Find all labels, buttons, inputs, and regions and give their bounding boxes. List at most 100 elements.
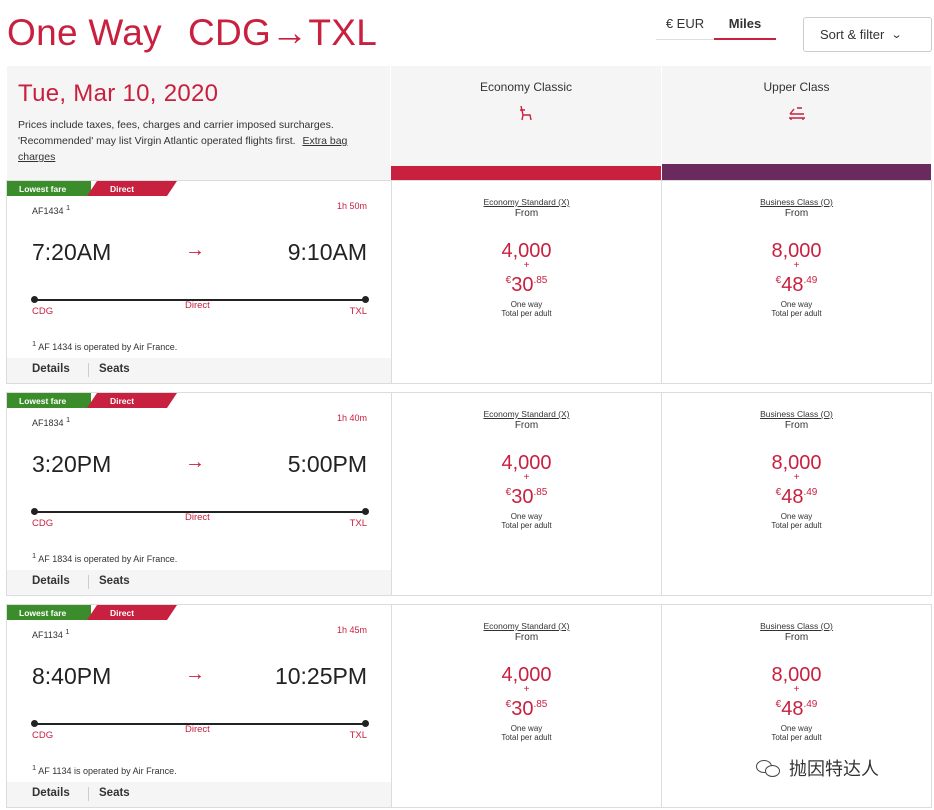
operated-by-text: AF 1434 is operated by Air France. (38, 342, 178, 352)
origin-airport: CDG (32, 730, 54, 741)
flight-duration: 1h 50m (336, 201, 367, 211)
fare-name[interactable]: Business Class (O) (760, 409, 833, 419)
flight-number: AF1834 1 (32, 415, 71, 428)
flight-number-text: AF1134 (32, 630, 63, 640)
extra-bag-charges-link[interactable]: Extra bag charges (18, 135, 348, 163)
flatbed-icon (662, 104, 931, 127)
fare-from-label: From (514, 420, 539, 431)
fare-cell-upper[interactable]: Business Class (O) From 8,000 + €48.49 O… (661, 181, 931, 383)
route-line (31, 296, 369, 303)
lowest-fare-badge: Lowest fare (7, 393, 91, 408)
fare-note: One way Total per adult (392, 300, 661, 318)
cabin-name: Upper Class (763, 80, 830, 94)
currency-eur-option[interactable]: € EUR (665, 16, 705, 31)
currency-symbol: € (505, 487, 512, 498)
price-note-text: Prices include taxes, fees, charges and … (18, 119, 334, 147)
arrival-time: 10:25PM (274, 663, 367, 689)
fare-miles: 8,000 (771, 452, 822, 474)
fare-cell-economy[interactable]: Economy Standard (X) From 4,000 + €30.85… (391, 605, 661, 807)
fare-cell-economy[interactable]: Economy Standard (X) From 4,000 + €30.85… (391, 181, 661, 383)
fare-note-line1: One way (780, 724, 813, 733)
stops-label: Direct (185, 724, 210, 735)
lowest-fare-badge: Lowest fare (7, 181, 91, 196)
fare-cash-cents: .49 (803, 487, 818, 498)
seats-link[interactable]: Seats (99, 787, 130, 799)
fare-name[interactable]: Business Class (O) (760, 621, 833, 631)
page-title: One Way CDG→TXL (7, 12, 377, 54)
seats-link[interactable]: Seats (99, 363, 130, 375)
top-bar: One Way CDG→TXL € EUR Miles Sort & filter… (0, 0, 934, 66)
fare-cell-upper[interactable]: Business Class (O) From 8,000 + €48.49 O… (661, 605, 931, 807)
fare-cash: €48.49 (662, 694, 931, 720)
details-link[interactable]: Details (32, 363, 70, 375)
origin-dot (31, 296, 38, 303)
fare-note-line1: One way (510, 512, 543, 521)
destination-dot (362, 296, 369, 303)
route-line (31, 508, 369, 515)
fare-note: One way Total per adult (662, 300, 931, 318)
plus-sign: + (523, 472, 530, 483)
fare-name[interactable]: Business Class (O) (760, 197, 833, 207)
plus-sign: + (793, 684, 800, 695)
fare-name[interactable]: Economy Standard (X) (483, 621, 570, 631)
operated-by-text: AF 1834 is operated by Air France. (38, 554, 178, 564)
fare-miles: 4,000 (501, 240, 552, 262)
arrow-right-icon: → (185, 663, 205, 685)
fare-note: One way Total per adult (392, 724, 661, 742)
divider (88, 787, 89, 801)
fare-from-label: From (784, 420, 809, 431)
fare-note-line1: One way (780, 300, 813, 309)
fare-note-line2: Total per adult (501, 733, 552, 742)
fare-note-line2: Total per adult (771, 309, 822, 318)
seats-link[interactable]: Seats (99, 575, 130, 587)
details-link[interactable]: Details (32, 575, 70, 587)
arrival-time: 9:10AM (287, 239, 367, 265)
fare-cash-cents: .85 (533, 275, 548, 286)
departure-time: 7:20AM (32, 239, 112, 265)
fare-miles: 8,000 (771, 240, 822, 262)
flight-summary: Lowest fare Direct AF1434 1 1h 50m 7:20A… (7, 181, 391, 383)
fare-note: One way Total per adult (662, 512, 931, 530)
direct-badge: Direct (87, 393, 177, 408)
plus-sign: + (793, 472, 800, 483)
operated-by-note: 1 AF 1134 is operated by Air France. (32, 763, 177, 776)
watermark: 抛因特达人 (756, 755, 879, 781)
flight-summary: Lowest fare Direct AF1134 1 1h 45m 8:40P… (7, 605, 391, 807)
currency-symbol: € (775, 487, 782, 498)
price-note: Prices include taxes, fees, charges and … (18, 117, 368, 165)
destination-dot (362, 508, 369, 515)
sort-filter-button[interactable]: Sort & filter ⌄ (803, 17, 932, 52)
departure-time: 3:20PM (32, 451, 112, 477)
fare-from-label: From (514, 632, 539, 643)
fare-cash: €48.49 (662, 482, 931, 508)
fare-name[interactable]: Economy Standard (X) (483, 409, 570, 419)
flight-duration: 1h 40m (336, 413, 367, 423)
fare-cell-economy[interactable]: Economy Standard (X) From 4,000 + €30.85… (391, 393, 661, 595)
lowest-fare-badge: Lowest fare (7, 605, 91, 620)
plus-sign: + (793, 260, 800, 271)
destination-dot (362, 720, 369, 727)
fare-miles: 4,000 (501, 452, 552, 474)
fare-note-line1: One way (780, 512, 813, 521)
chevron-down-icon: ⌄ (890, 29, 903, 41)
currency-miles-option[interactable]: Miles (714, 16, 776, 40)
seat-icon (391, 104, 661, 127)
flight-row: Lowest fare Direct AF1834 1 1h 40m 3:20P… (6, 392, 932, 596)
operated-by-text: AF 1134 is operated by Air France. (38, 766, 177, 776)
watermark-text: 抛因特达人 (789, 759, 879, 779)
divider (88, 575, 89, 589)
fare-note-line2: Total per adult (501, 521, 552, 530)
fare-note: One way Total per adult (392, 512, 661, 530)
fare-cash: €30.85 (392, 482, 661, 508)
fare-cell-upper[interactable]: Business Class (O) From 8,000 + €48.49 O… (661, 393, 931, 595)
search-info-panel: Tue, Mar 10, 2020 Prices include taxes, … (7, 66, 390, 180)
fare-note-line1: One way (510, 300, 543, 309)
details-link[interactable]: Details (32, 787, 70, 799)
sort-filter-label: Sort & filter (820, 27, 885, 42)
plus-sign: + (523, 684, 530, 695)
fare-name[interactable]: Economy Standard (X) (483, 197, 570, 207)
wechat-icon (756, 758, 782, 778)
operated-by-note: 1 AF 1834 is operated by Air France. (32, 551, 178, 564)
arrow-right-icon: → (185, 239, 205, 261)
fare-note-line2: Total per adult (771, 521, 822, 530)
